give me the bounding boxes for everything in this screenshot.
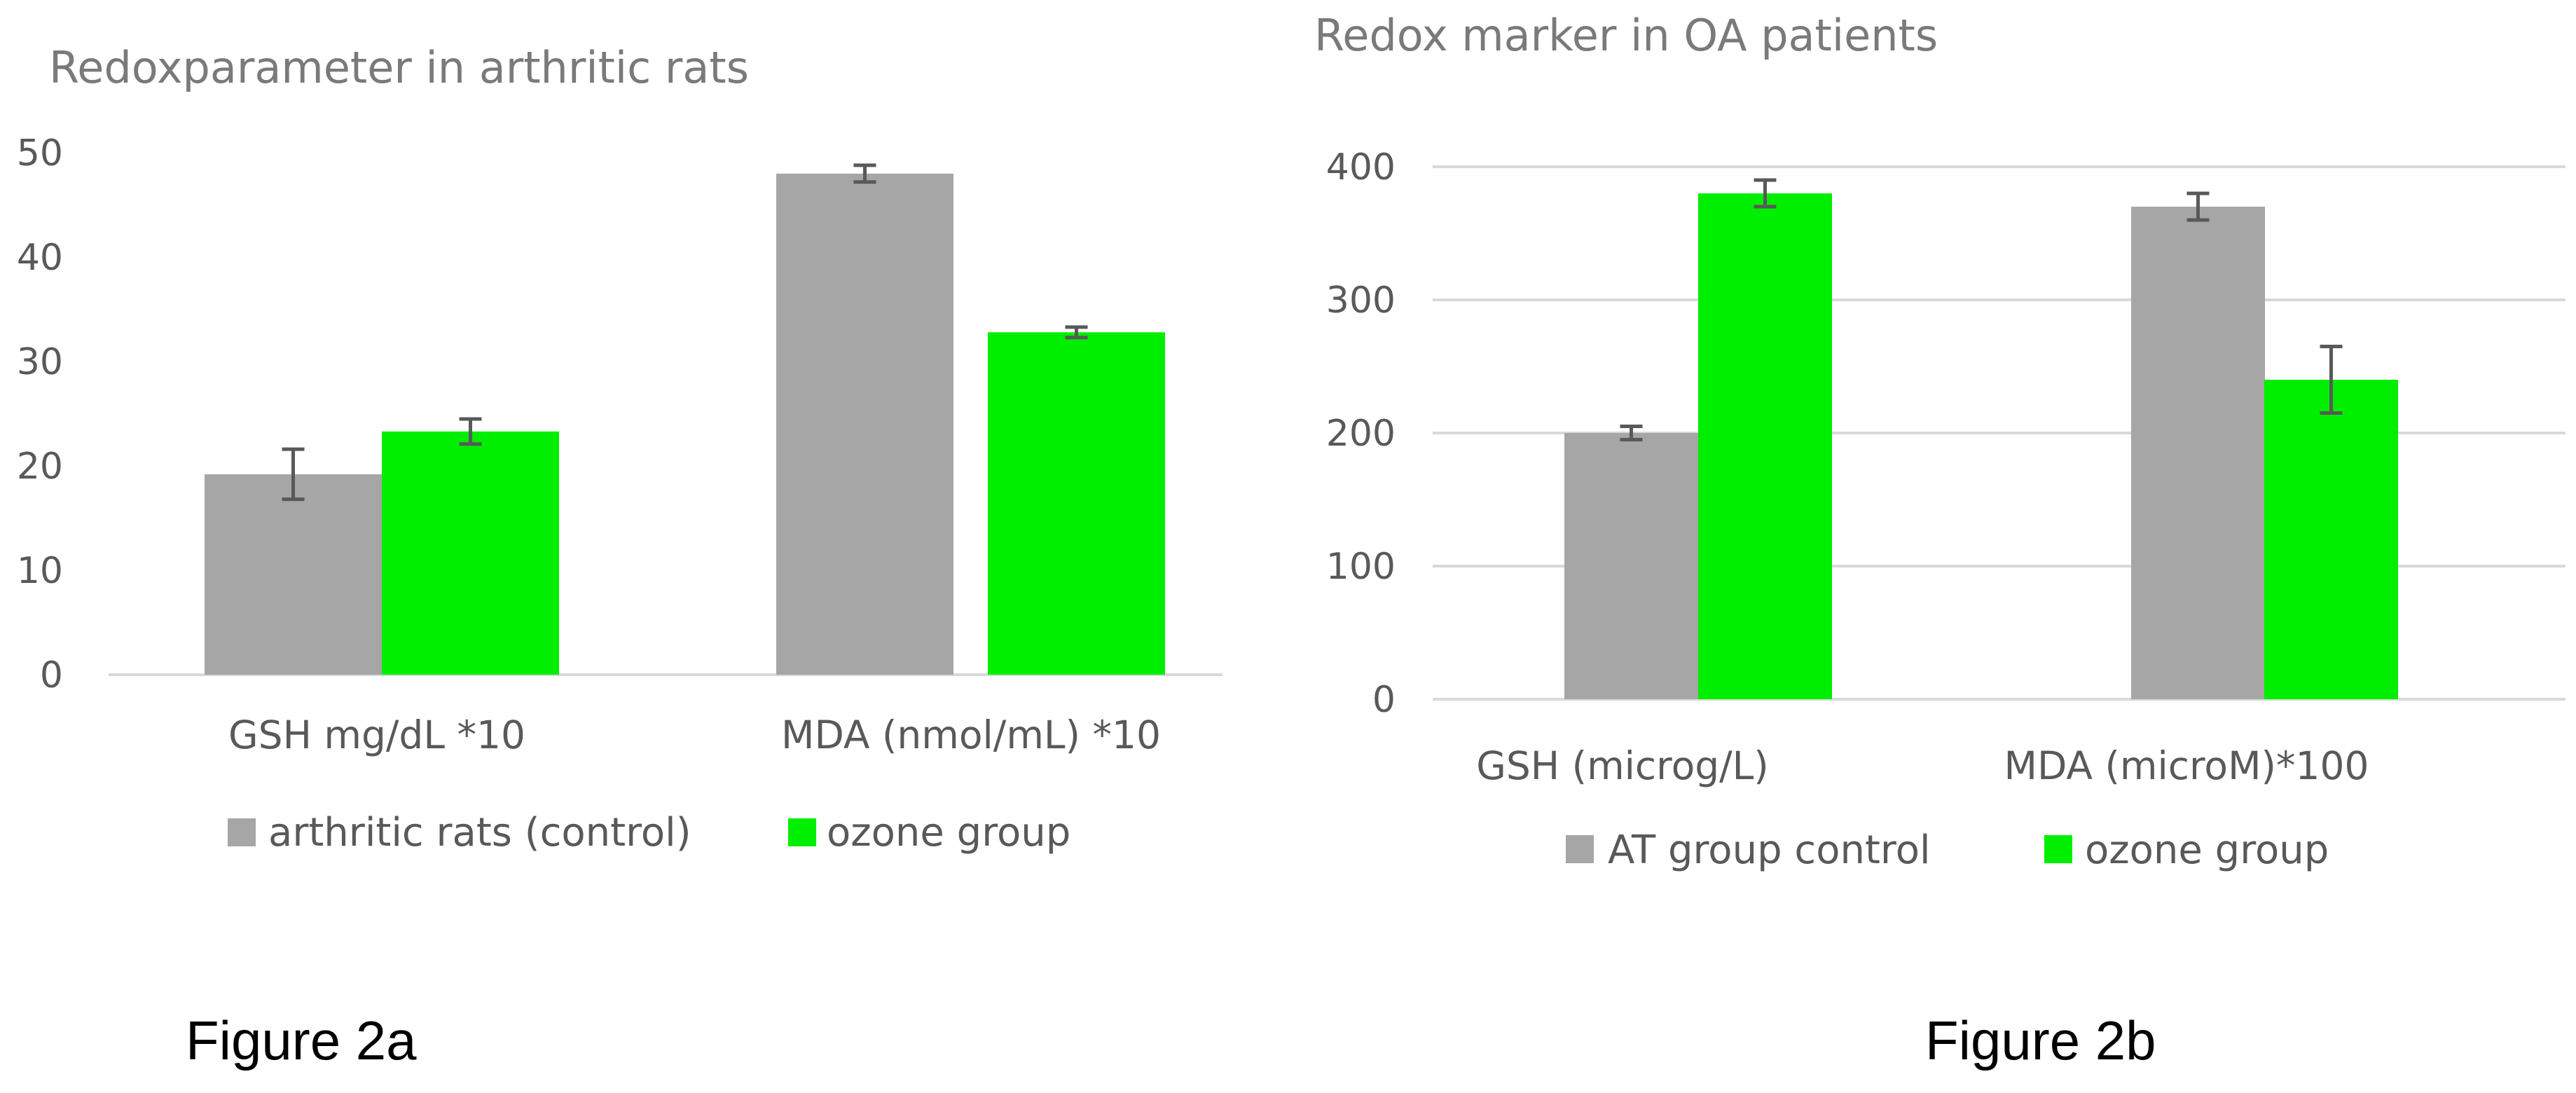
legend-swatch-ozone (2044, 835, 2072, 863)
legend-label-control: arthritic rats (control) (268, 810, 691, 855)
bar-control (1564, 433, 1698, 699)
y-tick-label: 10 (17, 550, 63, 592)
bar-control (776, 173, 953, 675)
y-tick-label: 40 (17, 237, 63, 279)
bar-ozone (382, 431, 559, 675)
error-bar (1065, 325, 1088, 340)
bar-ozone (1698, 193, 1832, 699)
legend-label-ozone: ozone group (827, 810, 1070, 855)
chart-b: Redox marker in OA patients 0 100 200 300 40… (1314, 10, 2565, 873)
y-tick-label: 400 (1326, 146, 1396, 188)
bar-control (205, 474, 382, 675)
y-tick-label: 0 (40, 654, 63, 696)
y-tick-label: 30 (17, 341, 63, 383)
chart-a-error-bars (282, 163, 1088, 502)
chart-a-title: Redoxparameter in arthritic rats (49, 42, 749, 93)
legend-swatch-control (228, 818, 256, 846)
figure-caption-b: Figure 2b (1925, 1010, 2156, 1071)
chart-a-legend: arthritic rats (control) ozone group (228, 810, 1070, 855)
error-bar (853, 163, 876, 184)
chart-b-bars (1564, 193, 2398, 699)
chart-b-y-ticks: 0 100 200 300 400 (1326, 146, 1396, 721)
bar-control (2131, 207, 2265, 699)
chart-b-legend: AT group control ozone group (1566, 827, 2329, 873)
error-bar (1754, 178, 1777, 209)
y-tick-label: 100 (1326, 546, 1396, 588)
chart-b-title: Redox marker in OA patients (1314, 10, 1938, 61)
error-bar (2320, 345, 2343, 415)
error-bar (1620, 425, 1643, 441)
y-tick-label: 50 (17, 132, 63, 174)
chart-b-error-bars (1620, 178, 2343, 441)
error-bar (282, 447, 305, 502)
chart-a: Redoxparameter in arthritic rats 0 10 20 30… (17, 42, 1222, 855)
legend-swatch-control (1566, 835, 1594, 863)
chart-a-bars (205, 173, 1165, 675)
chart-b-x-tick: GSH (microg/L) (1476, 743, 1769, 788)
chart-a-x-tick: MDA (nmol/mL) *10 (781, 713, 1161, 757)
error-bar (459, 417, 482, 446)
legend-label-control: AT group control (1608, 827, 1931, 873)
y-tick-label: 300 (1326, 280, 1396, 322)
y-tick-label: 20 (17, 446, 63, 488)
y-tick-label: 200 (1326, 413, 1396, 455)
chart-a-x-tick: GSH mg/dL *10 (228, 713, 525, 757)
legend-label-ozone: ozone group (2085, 827, 2329, 873)
error-bar (2186, 191, 2210, 222)
figure-caption-a: Figure 2a (186, 1010, 417, 1071)
legend-swatch-ozone (788, 818, 816, 846)
bar-ozone (2264, 380, 2398, 699)
chart-b-x-tick: MDA (microM)*100 (2004, 743, 2369, 788)
chart-a-y-ticks: 0 10 20 30 40 50 (17, 132, 63, 696)
y-tick-label: 0 (1372, 679, 1396, 721)
bar-ozone (988, 332, 1165, 675)
